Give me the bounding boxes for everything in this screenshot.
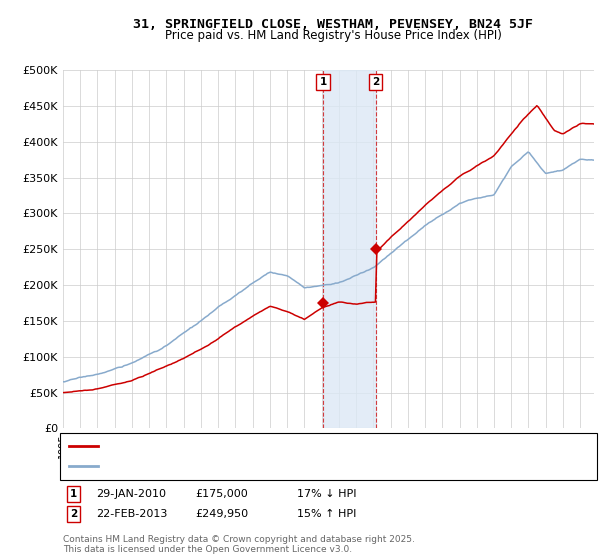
Text: 29-JAN-2010: 29-JAN-2010	[96, 489, 166, 499]
Text: 1: 1	[319, 77, 326, 87]
Text: 2: 2	[70, 509, 77, 519]
Text: Price paid vs. HM Land Registry's House Price Index (HPI): Price paid vs. HM Land Registry's House …	[164, 29, 502, 42]
Text: 22-FEB-2013: 22-FEB-2013	[96, 509, 167, 519]
Text: 2: 2	[372, 77, 380, 87]
Text: 17% ↓ HPI: 17% ↓ HPI	[297, 489, 356, 499]
Text: 15% ↑ HPI: 15% ↑ HPI	[297, 509, 356, 519]
Text: Contains HM Land Registry data © Crown copyright and database right 2025.
This d: Contains HM Land Registry data © Crown c…	[63, 535, 415, 554]
Text: HPI: Average price, semi-detached house, Wealden: HPI: Average price, semi-detached house,…	[104, 461, 389, 470]
Text: 31, SPRINGFIELD CLOSE, WESTHAM, PEVENSEY, BN24 5JF: 31, SPRINGFIELD CLOSE, WESTHAM, PEVENSEY…	[133, 18, 533, 31]
Bar	[323, 70, 376, 428]
Text: 1: 1	[70, 489, 77, 499]
Text: £175,000: £175,000	[195, 489, 248, 499]
Text: £249,950: £249,950	[195, 509, 248, 519]
Text: 31, SPRINGFIELD CLOSE, WESTHAM, PEVENSEY, BN24 5JF (semi-detached house): 31, SPRINGFIELD CLOSE, WESTHAM, PEVENSEY…	[104, 441, 557, 451]
